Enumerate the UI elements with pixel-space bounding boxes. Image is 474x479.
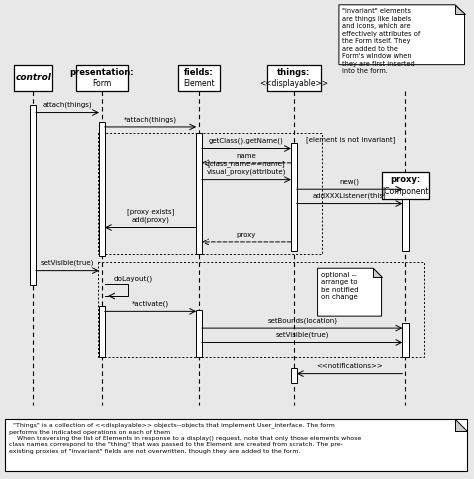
- Text: addXXXListener(this): addXXXListener(this): [313, 193, 386, 199]
- Text: add(proxy): add(proxy): [132, 216, 169, 223]
- Text: setVisible(true): setVisible(true): [41, 260, 94, 266]
- Text: [proxy exists]: [proxy exists]: [127, 208, 174, 215]
- Text: new(): new(): [339, 178, 360, 185]
- Text: visual_proxy(attribute): visual_proxy(attribute): [207, 168, 286, 175]
- Text: doLayout(): doLayout(): [113, 275, 152, 282]
- Bar: [14, 65, 52, 91]
- Bar: [402, 186, 409, 251]
- Text: *activate(): *activate(): [132, 300, 169, 307]
- Polygon shape: [373, 268, 382, 277]
- Text: control: control: [15, 73, 51, 82]
- Polygon shape: [455, 419, 467, 431]
- Text: attach(things): attach(things): [43, 102, 92, 108]
- Text: presentation:: presentation:: [70, 68, 134, 77]
- Bar: [99, 122, 105, 256]
- Bar: [266, 65, 321, 91]
- Text: getClass().getName(): getClass().getName(): [209, 137, 284, 144]
- Text: setVisible(true): setVisible(true): [275, 331, 329, 338]
- Bar: [178, 65, 220, 91]
- Text: fields:: fields:: [184, 68, 214, 77]
- Text: "Things" is a collection of <<displayable>> objects--objects that implement User: "Things" is a collection of <<displayabl…: [9, 422, 362, 454]
- Text: <<notifications>>: <<notifications>>: [316, 363, 383, 369]
- Bar: [99, 306, 105, 357]
- Bar: [76, 65, 128, 91]
- Bar: [291, 368, 297, 383]
- Polygon shape: [318, 268, 382, 316]
- Text: proxy:: proxy:: [390, 175, 420, 184]
- Bar: [196, 310, 202, 357]
- Text: <<displayable>>: <<displayable>>: [259, 79, 328, 88]
- Text: [element is not invariant]: [element is not invariant]: [306, 136, 395, 143]
- Polygon shape: [455, 5, 465, 14]
- Text: name: name: [237, 152, 256, 159]
- Bar: [30, 105, 36, 285]
- Text: proxy: proxy: [237, 231, 256, 238]
- Bar: [402, 323, 409, 357]
- Text: optional --
arrange to
be notified
on change: optional -- arrange to be notified on ch…: [321, 272, 358, 300]
- Text: JComponent: JComponent: [382, 187, 428, 196]
- Text: things:: things:: [277, 68, 310, 77]
- Text: Element: Element: [183, 79, 215, 88]
- Bar: [98, 133, 322, 254]
- Text: [class_name==name]: [class_name==name]: [208, 160, 285, 167]
- Bar: [5, 419, 467, 471]
- Text: setBounds(location): setBounds(location): [267, 317, 337, 324]
- Bar: [196, 133, 202, 254]
- Polygon shape: [339, 5, 465, 65]
- Bar: [98, 262, 424, 357]
- Text: "invariant" elements
are things like labels
and icons, which are
effectively att: "invariant" elements are things like lab…: [342, 8, 420, 74]
- Bar: [291, 143, 297, 251]
- Text: *attach(things): *attach(things): [124, 116, 177, 123]
- Bar: [382, 172, 429, 199]
- Text: Form: Form: [92, 79, 111, 88]
